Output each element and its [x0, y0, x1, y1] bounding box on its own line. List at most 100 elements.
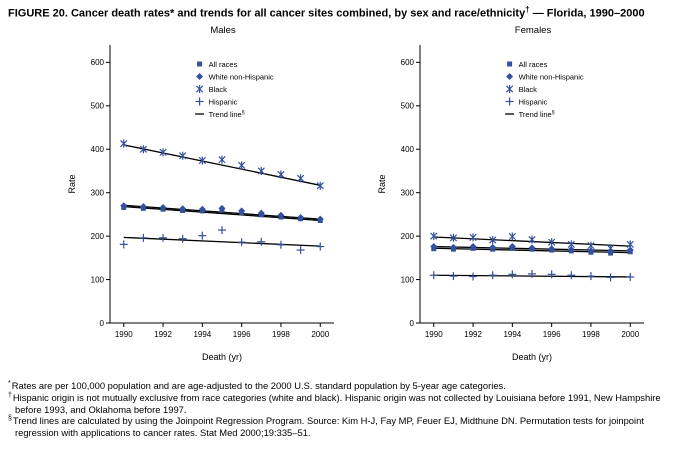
legend-label: White non-Hispanic — [209, 72, 274, 81]
x-tick-label: 1992 — [464, 330, 482, 339]
series-hispanic — [429, 269, 635, 282]
y-tick-label: 600 — [91, 58, 105, 67]
footnotes: *Rates are per 100,000 population and ar… — [8, 380, 685, 439]
series-hispanic — [119, 225, 325, 254]
figure-title-text: FIGURE 20. Cancer death rates* and trend… — [8, 7, 526, 20]
data-point — [508, 243, 516, 251]
data-point — [469, 243, 477, 251]
legend-label: Trend line§ — [209, 110, 245, 119]
data-point — [139, 203, 147, 211]
footnote-text: Rates are per 100,000 population and are… — [11, 380, 506, 392]
x-tick-label: 1992 — [154, 330, 172, 339]
x-ticks: 1990 1992 1994 1996 1998 2000 — [115, 322, 330, 339]
legend-item-white-non-hispanic: White non-Hispanic — [506, 72, 584, 81]
data-point — [587, 241, 595, 250]
x-tick-label: 2000 — [621, 330, 639, 339]
data-point — [257, 209, 265, 217]
data-point — [449, 243, 457, 251]
data-point — [198, 156, 206, 165]
males-plot: 0 100 200 300 400 500 600 1990 1992 1994 1996 1998 2… — [67, 44, 334, 362]
data-point — [548, 238, 556, 247]
x-ticks: 1990 1992 1994 1996 1998 2000 — [425, 322, 640, 339]
marker-square — [507, 61, 513, 67]
data-point — [257, 166, 265, 175]
legend: All races White non-Hispanic Black Hispanic… — [505, 60, 584, 119]
data-point — [178, 234, 187, 243]
data-point — [198, 231, 207, 240]
x-axis-label: Death (yr) — [202, 352, 242, 362]
data-point — [489, 235, 497, 244]
males-chart: Males 0 100 200 300 400 500 600 1990 1992 1994 199… — [64, 25, 342, 374]
data-point — [449, 233, 458, 242]
females-chart-canvas: 0 100 200 300 400 500 600 1990 1992 1994 1996 1998 2… — [377, 44, 644, 362]
y-tick-label: 400 — [91, 145, 105, 154]
data-point — [218, 225, 226, 234]
marker-diamond — [506, 72, 514, 80]
y-tick-label: 200 — [91, 232, 105, 241]
x-tick-label: 1990 — [115, 330, 133, 339]
data-point — [198, 205, 206, 213]
data-point — [238, 207, 246, 215]
legend: All races White non-Hispanic Black Hispanic… — [195, 60, 274, 119]
data-point — [606, 273, 615, 282]
data-point — [297, 213, 305, 221]
data-point — [159, 233, 168, 242]
females-chart-title: Females — [514, 24, 552, 36]
marker-diamond — [196, 72, 204, 80]
data-point — [548, 245, 556, 253]
y-tick-label: 600 — [401, 58, 415, 67]
data-point — [277, 170, 285, 179]
y-tick-label: 0 — [100, 319, 105, 328]
x-tick-label: 1998 — [272, 330, 290, 339]
x-axis-label: Death (yr) — [512, 352, 552, 362]
data-point — [120, 139, 128, 148]
data-point — [237, 238, 246, 247]
data-point — [430, 243, 438, 251]
data-point — [316, 242, 325, 251]
data-point — [469, 233, 477, 242]
x-tick-label: 2000 — [311, 330, 329, 339]
data-point — [488, 271, 497, 280]
footnote-trend-lines: §Trend lines are calculated by using the… — [8, 415, 685, 438]
marker-asterisk — [195, 84, 204, 93]
y-tick-label: 200 — [401, 232, 415, 241]
data-point — [626, 272, 635, 281]
data-point — [218, 204, 226, 212]
data-point — [218, 155, 226, 164]
y-tick-label: 0 — [410, 319, 415, 328]
y-tick-label: 500 — [91, 102, 105, 111]
data-point — [316, 215, 324, 223]
data-point — [238, 161, 246, 170]
x-tick-label: 1994 — [193, 330, 211, 339]
data-point — [257, 237, 266, 246]
charts-row: Males 0 100 200 300 400 500 600 1990 1992 1994 199… — [64, 25, 685, 374]
data-point — [429, 271, 438, 280]
legend-item-all-races: All races — [507, 60, 548, 69]
data-point — [626, 246, 634, 254]
series-black — [430, 232, 634, 253]
data-point — [120, 202, 128, 210]
marker-plus — [505, 97, 514, 106]
y-tick-label: 500 — [401, 102, 415, 111]
data-point — [626, 240, 634, 249]
data-point — [528, 269, 536, 278]
data-point — [567, 240, 575, 249]
y-tick-label: 300 — [91, 188, 105, 197]
y-ticks: 0 100 200 300 400 500 600 — [91, 58, 110, 328]
y-ticks: 0 100 200 300 400 500 600 — [401, 58, 420, 328]
x-tick-label: 1990 — [425, 330, 443, 339]
legend-item-all-races: All races — [197, 60, 238, 69]
females-plot: 0 100 200 300 400 500 600 1990 1992 1994 1996 1998 2… — [377, 44, 644, 362]
footnote-marker: † — [8, 391, 12, 399]
y-tick-label: 100 — [91, 275, 105, 284]
data-point — [179, 205, 187, 213]
data-point — [567, 271, 576, 280]
data-point — [567, 246, 575, 254]
y-axis-label: Rate — [377, 174, 387, 193]
data-point — [430, 232, 438, 241]
marker-plus — [195, 97, 204, 106]
legend-label: Hispanic — [519, 97, 548, 106]
series-white-non-hispanic — [120, 202, 324, 223]
males-chart-title: Males — [210, 24, 236, 36]
data-point — [296, 245, 305, 254]
